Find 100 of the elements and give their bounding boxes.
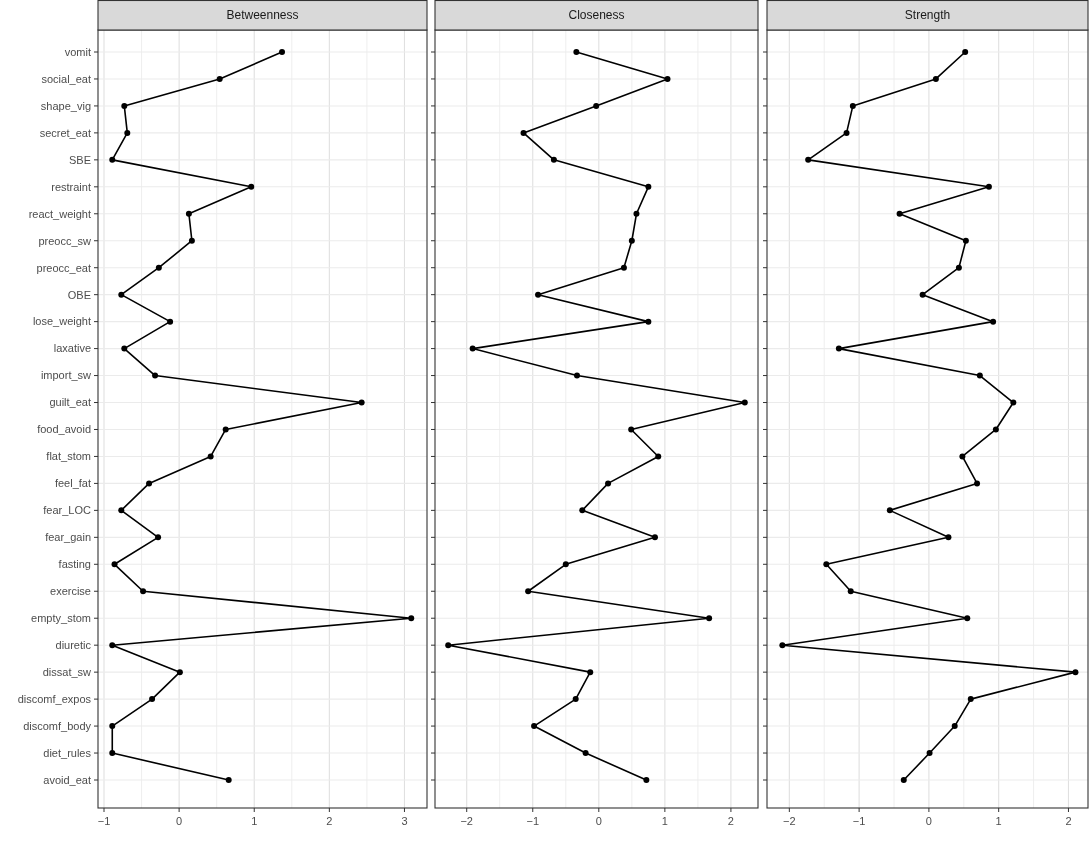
point — [964, 615, 971, 622]
point — [962, 237, 969, 244]
y-tick-label: preocc_sw — [38, 234, 92, 247]
point — [976, 372, 983, 379]
y-tick-label: discomf_body — [23, 719, 92, 732]
x-tick-label: −1 — [526, 815, 540, 827]
point — [932, 75, 939, 82]
y-tick-label: guilt_eat — [49, 396, 91, 409]
y-tick-label: avoid_eat — [43, 773, 91, 786]
point — [587, 669, 594, 676]
point — [152, 372, 159, 379]
point — [849, 102, 856, 109]
point — [222, 426, 229, 433]
point — [945, 534, 952, 541]
y-tick-label: lose_weight — [32, 315, 91, 328]
y-tick-label: empty_stom — [31, 612, 91, 625]
point — [520, 129, 527, 136]
point — [550, 156, 557, 163]
point — [185, 210, 192, 217]
y-tick-label: social_eat — [41, 72, 91, 85]
point — [706, 615, 713, 622]
y-tick-label: preocc_eat — [36, 261, 91, 274]
point — [664, 75, 671, 82]
point — [582, 750, 589, 757]
point — [121, 102, 128, 109]
point — [951, 723, 958, 730]
point — [847, 588, 854, 595]
y-tick-label: SBE — [68, 153, 91, 166]
y-tick-label: diet_rules — [43, 746, 92, 759]
y-tick-label: secret_eat — [39, 126, 91, 139]
y-tick-label: fear_gain — [45, 531, 91, 544]
x-tick-label: 1 — [995, 815, 1002, 827]
point — [593, 102, 600, 109]
y-tick-label: feel_fat — [54, 477, 91, 490]
point — [990, 318, 997, 325]
point — [779, 642, 786, 649]
point — [109, 642, 116, 649]
point — [118, 291, 125, 298]
x-tick-label: 2 — [1065, 815, 1072, 827]
y-tick-label: dissat_sw — [42, 666, 92, 678]
point — [207, 453, 214, 460]
point — [843, 129, 850, 136]
y-tick-label: exercise — [50, 585, 91, 598]
chart-title: Strength — [904, 8, 951, 23]
y-tick-label: food_avoid — [37, 423, 91, 436]
point — [926, 750, 933, 757]
point — [109, 156, 116, 163]
point — [896, 210, 903, 217]
point — [741, 399, 748, 406]
y-tick-label: import_sw — [40, 369, 92, 382]
point — [109, 750, 116, 757]
y-tick-label: restraint — [51, 180, 91, 193]
point — [111, 561, 118, 568]
point — [358, 399, 365, 406]
point — [919, 291, 926, 298]
point — [628, 426, 635, 433]
point — [645, 183, 652, 190]
y-tick-label: flat_stom — [46, 450, 91, 463]
point — [146, 480, 153, 487]
point — [149, 696, 156, 703]
x-tick-label: −2 — [783, 815, 796, 827]
point — [992, 426, 999, 433]
point — [655, 453, 662, 460]
point — [645, 318, 652, 325]
point — [643, 777, 650, 783]
point — [408, 615, 415, 622]
y-tick-label: laxative — [53, 342, 91, 355]
point — [985, 183, 992, 190]
y-tick-label: vomit — [64, 45, 91, 58]
x-tick-label: −1 — [852, 815, 866, 827]
x-tick-label: −2 — [460, 815, 473, 827]
point — [118, 507, 125, 514]
point — [805, 156, 812, 163]
x-tick-label: 2 — [326, 815, 333, 827]
point — [121, 345, 128, 352]
point — [579, 507, 586, 514]
point — [445, 642, 452, 649]
x-tick-label: 2 — [727, 815, 734, 827]
point — [176, 669, 183, 676]
x-tick-label: −1 — [97, 815, 111, 827]
point — [967, 696, 974, 703]
point — [835, 345, 842, 352]
y-tick-label: fear_LOC — [43, 504, 92, 517]
y-tick-label: diuretic — [55, 639, 92, 652]
point — [959, 453, 966, 460]
point — [562, 561, 569, 568]
point — [955, 264, 962, 271]
x-tick-label: 1 — [251, 815, 258, 827]
point — [140, 588, 147, 595]
chart-title: Closeness — [568, 8, 625, 23]
point — [248, 183, 255, 190]
point — [974, 480, 981, 487]
point — [216, 75, 223, 82]
x-tick-label: 0 — [925, 815, 932, 827]
point — [886, 507, 893, 514]
point — [469, 345, 476, 352]
point — [651, 534, 658, 541]
point — [573, 49, 580, 55]
point — [620, 264, 627, 271]
y-tick-label: react_weight — [28, 207, 91, 220]
